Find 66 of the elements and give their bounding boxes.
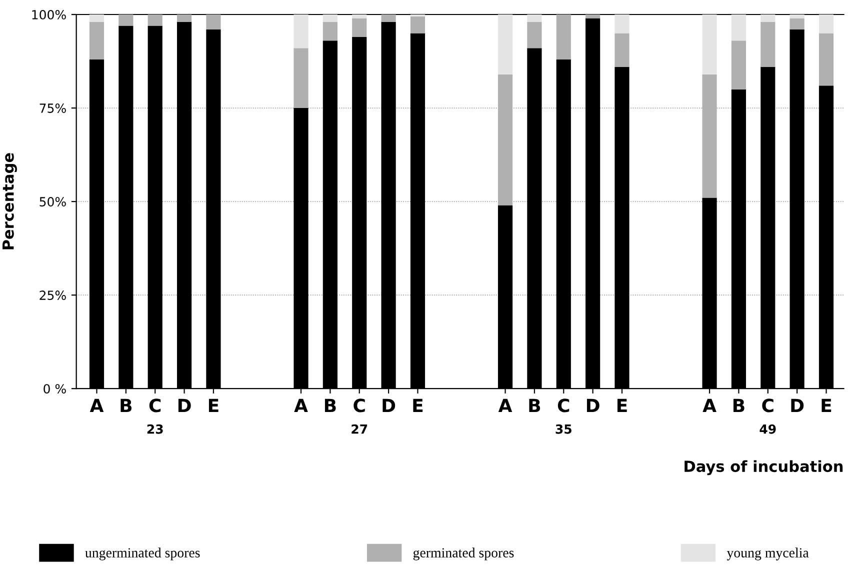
bar (818, 14, 834, 34)
bar (148, 14, 162, 26)
x-tick-label: C (354, 398, 365, 412)
bar (322, 22, 338, 41)
x-tick-label: E (208, 398, 218, 412)
legend-label: germinated spores (413, 548, 514, 560)
bar (176, 14, 192, 22)
bar (614, 33, 630, 67)
bar (586, 14, 600, 18)
y-tick-label: 50% (40, 197, 66, 206)
bar (294, 14, 308, 48)
y-tick-label: 75% (40, 103, 66, 113)
bar (790, 18, 804, 30)
x-tick-label: B (120, 398, 132, 412)
x-tick-label: C (558, 398, 570, 412)
text: 23 (147, 424, 163, 434)
legend-label: ungerminated spores (85, 548, 200, 560)
bar (614, 14, 630, 34)
x-tick-label: D (791, 398, 804, 412)
bar (702, 14, 717, 74)
x-tick-label: B (733, 398, 744, 412)
y-tick-label: 0 % (44, 384, 66, 394)
legend-label: young mycelia (726, 548, 809, 560)
bar (410, 16, 426, 34)
x-tick-label: B (324, 398, 336, 412)
x-tick-label: A (90, 398, 104, 412)
bar (206, 14, 221, 30)
x-tick-label: C (149, 398, 161, 412)
text: 49 (760, 424, 776, 434)
bar (731, 14, 746, 41)
bar (294, 48, 308, 108)
bar (89, 14, 104, 22)
x-tick-label: A (294, 398, 308, 412)
x-tick-label: A (702, 398, 716, 412)
bar (498, 74, 513, 206)
bar (322, 14, 338, 22)
x-tick-label: D (586, 398, 600, 412)
x-tick-label: E (822, 398, 832, 412)
x-tick-label: E (617, 398, 627, 412)
text: 27 (352, 424, 368, 434)
bar (818, 33, 834, 86)
x-tick-label: E (413, 398, 423, 412)
y-axis-title: Percentage (2, 153, 17, 250)
text: 35 (556, 424, 572, 434)
bar (731, 40, 746, 90)
y-tick-label: 25% (40, 290, 66, 300)
bar (760, 14, 776, 22)
bar (498, 14, 513, 74)
bar (89, 22, 104, 60)
bar (352, 14, 367, 18)
x-tick-label: B (529, 398, 540, 412)
x-axis-title: Days of incubation (684, 460, 843, 476)
x-tick-label: C (762, 398, 774, 412)
x-tick-label: D (382, 398, 396, 412)
bar (381, 14, 396, 22)
bar (352, 18, 367, 37)
bar (760, 22, 776, 67)
bar (527, 14, 542, 22)
x-tick-label: A (498, 398, 512, 412)
bar (527, 22, 542, 48)
x-tick-label: D (178, 398, 191, 412)
bar (118, 14, 134, 26)
bar (790, 14, 804, 18)
bar (556, 14, 571, 60)
bar (702, 74, 717, 198)
y-tick-label: 100% (32, 10, 66, 20)
